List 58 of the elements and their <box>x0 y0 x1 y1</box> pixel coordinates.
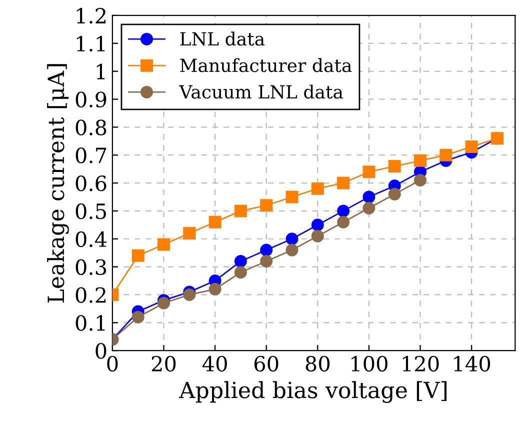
x-tick-label: 140 <box>454 356 490 372</box>
point <box>440 148 452 162</box>
point <box>414 174 426 186</box>
point <box>362 166 376 178</box>
x-tick-label: 80 <box>306 356 330 372</box>
y-tick-label: 0 <box>96 343 106 359</box>
point <box>286 244 298 256</box>
x-tick-label: 100 <box>352 356 388 372</box>
point <box>157 296 170 310</box>
point <box>260 199 273 212</box>
point <box>183 227 196 240</box>
y-tick-label: 0.1 <box>76 315 105 331</box>
point <box>260 254 273 268</box>
point <box>388 160 401 173</box>
y-tick-label: 0.5 <box>76 203 106 220</box>
point <box>337 216 350 228</box>
point <box>286 232 298 246</box>
x-tick-label: 60 <box>254 356 278 372</box>
y-tick-label: 0.2 <box>76 287 106 303</box>
y-axis-title: Leakage current [μA] <box>47 64 69 303</box>
x-tick-label: 40 <box>202 356 227 372</box>
point <box>414 154 426 167</box>
y-tick-label: 0.8 <box>76 120 106 136</box>
legend-label: Vacuum LNL data <box>179 84 343 99</box>
point <box>362 202 376 214</box>
point <box>132 249 144 262</box>
y-tick-label: 1 <box>96 64 105 80</box>
y-tick-label: 0.6 <box>76 175 106 192</box>
point <box>183 288 196 301</box>
point <box>388 188 401 200</box>
point <box>208 282 222 296</box>
point <box>311 230 324 242</box>
y-tick-label: 0.3 <box>76 259 106 276</box>
legend-label: LNL data <box>180 32 265 46</box>
point <box>234 204 247 218</box>
legend-label: Manufacturer data <box>180 58 352 72</box>
point <box>208 216 222 228</box>
y-tick-label: 0.4 <box>76 231 107 248</box>
y-tick-label: 0.7 <box>76 148 106 164</box>
x-axis-title: Applied bias voltage [V] <box>179 381 447 403</box>
point <box>234 266 247 279</box>
y-tick-label: 1.1 <box>76 36 105 52</box>
point <box>157 238 170 251</box>
point <box>260 244 273 256</box>
point <box>362 190 376 204</box>
point <box>311 218 324 232</box>
point <box>337 204 350 218</box>
x-tick-label: 120 <box>402 356 439 372</box>
point <box>132 310 144 324</box>
y-tick-label: 1.2 <box>76 8 106 24</box>
point <box>286 190 298 204</box>
point <box>234 254 247 268</box>
point <box>465 140 478 153</box>
x-tick-label: 0 <box>107 356 118 372</box>
y-tick-label: 0.9 <box>76 92 106 108</box>
point <box>337 176 350 190</box>
point <box>311 182 324 195</box>
x-tick-label: 20 <box>152 356 176 372</box>
